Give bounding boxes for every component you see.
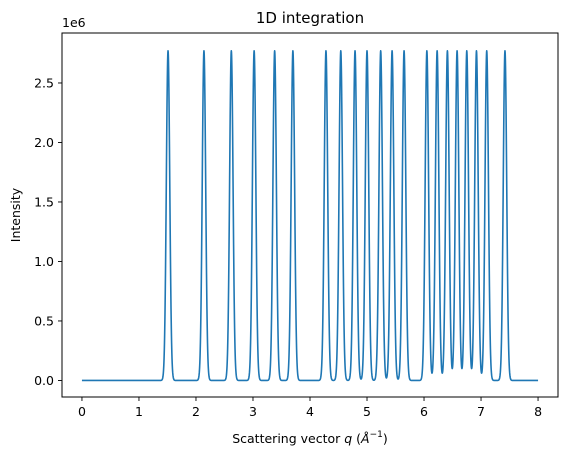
x-tick-label: 8 [534, 404, 542, 419]
x-tick-label: 2 [192, 404, 200, 419]
x-tick-label: 3 [249, 404, 257, 419]
x-tick-label: 4 [306, 404, 314, 419]
x-tick-label: 5 [363, 404, 371, 419]
y-tick-label: 1.0 [34, 254, 54, 269]
x-tick-label: 6 [420, 404, 428, 419]
intensity-series-line [81, 50, 539, 382]
y-tick-label: 0.5 [34, 313, 54, 328]
x-axis-label: Scattering vector q (Å−1) [232, 430, 388, 446]
y-axis-label: Intensity [8, 187, 23, 242]
y-tick-label: 1.5 [34, 194, 54, 209]
y-tick-label: 2.0 [34, 135, 54, 150]
x-tick-label: 1 [135, 404, 143, 419]
y-offset-text: 1e6 [62, 15, 86, 30]
y-tick-label: 0.0 [34, 373, 54, 388]
x-tick-label: 0 [78, 404, 86, 419]
chart-title: 1D integration [256, 9, 364, 27]
x-tick-label: 7 [477, 404, 485, 419]
y-tick-label: 2.5 [34, 75, 54, 90]
